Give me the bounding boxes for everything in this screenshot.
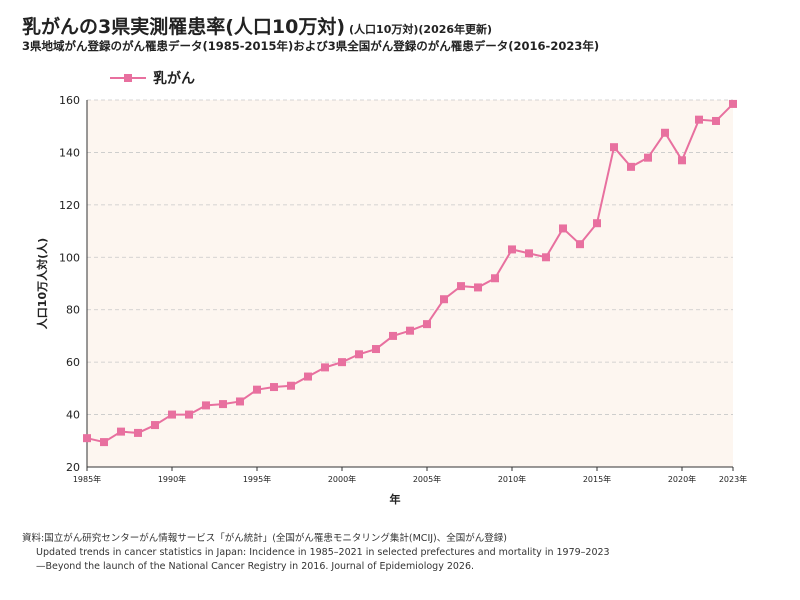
data-point — [525, 249, 533, 258]
y-tick-label: 140 — [59, 146, 80, 159]
y-tick-label: 160 — [59, 94, 80, 107]
chart-title: 乳がんの3県実測罹患率(人口10万対) — [22, 16, 346, 38]
data-point — [151, 421, 159, 430]
data-point — [270, 383, 278, 392]
data-point — [423, 320, 431, 329]
data-point — [644, 153, 652, 162]
legend-marker — [124, 74, 132, 82]
x-tick-label: 1995年 — [243, 474, 271, 484]
data-point — [474, 283, 482, 292]
data-point — [338, 358, 346, 367]
y-tick-label: 20 — [66, 461, 80, 474]
data-point — [321, 363, 329, 372]
source-note: 資料:国立がん研究センターがん情報サービス「がん統計」(全国がん罹患モニタリング… — [22, 532, 610, 574]
y-tick-label: 100 — [59, 251, 80, 264]
y-axis-title: 人口10万人対(人) — [35, 238, 49, 329]
data-point — [440, 295, 448, 304]
data-point — [83, 434, 91, 443]
data-point — [287, 381, 295, 390]
data-point — [117, 427, 125, 436]
data-point — [610, 143, 618, 152]
x-tick-label: 1985年 — [73, 474, 101, 484]
data-point — [219, 400, 227, 409]
data-point — [355, 350, 363, 359]
data-point — [168, 410, 176, 419]
data-point — [559, 224, 567, 233]
data-point — [661, 128, 669, 137]
y-tick-label: 60 — [66, 356, 80, 369]
data-point — [508, 245, 516, 254]
x-tick-label: 2020年 — [668, 474, 696, 484]
data-point — [134, 428, 142, 437]
x-tick-label: 2010年 — [498, 474, 526, 484]
data-point — [389, 331, 397, 340]
data-point — [236, 397, 244, 406]
data-point — [729, 99, 737, 108]
chart-subtitle: 3県地域がん登録のがん罹患データ(1985-2015年)および3県全国がん登録の… — [22, 39, 600, 53]
data-point — [678, 156, 686, 165]
data-point — [202, 401, 210, 410]
y-tick-label: 40 — [66, 409, 80, 422]
source-line-1: 資料:国立がん研究センターがん情報サービス「がん統計」(全国がん罹患モニタリング… — [22, 533, 507, 544]
data-point — [712, 116, 720, 125]
data-point — [406, 326, 414, 335]
data-point — [100, 438, 108, 447]
data-point — [593, 219, 601, 228]
y-tick-label: 80 — [66, 304, 80, 317]
source-line-2: Updated trends in cancer statistics in J… — [36, 547, 610, 558]
x-tick-label: 2005年 — [413, 474, 441, 484]
x-tick-label: 2015年 — [583, 474, 611, 484]
source-line-3: —Beyond the launch of the National Cance… — [36, 561, 475, 572]
x-axis-title: 年 — [390, 492, 401, 506]
data-point — [576, 240, 584, 249]
title-row: 乳がんの3県実測罹患率(人口10万対) (人口10万対)(2026年更新) — [22, 12, 492, 39]
data-point — [304, 372, 312, 381]
data-point — [253, 385, 261, 394]
x-tick-label: 2000年 — [328, 474, 356, 484]
data-point — [627, 162, 635, 171]
x-tick-label: 2023年 — [719, 474, 747, 484]
data-point — [695, 115, 703, 124]
title-note: (人口10万対)(2026年更新) — [349, 23, 493, 36]
x-tick-label: 1990年 — [158, 474, 186, 484]
data-point — [542, 253, 550, 262]
plot-area — [87, 100, 733, 467]
data-point — [185, 410, 193, 419]
data-point — [457, 282, 465, 291]
y-tick-label: 120 — [59, 199, 80, 212]
legend-label: 乳がん — [153, 70, 195, 87]
data-point — [372, 345, 380, 354]
data-point — [491, 274, 499, 283]
